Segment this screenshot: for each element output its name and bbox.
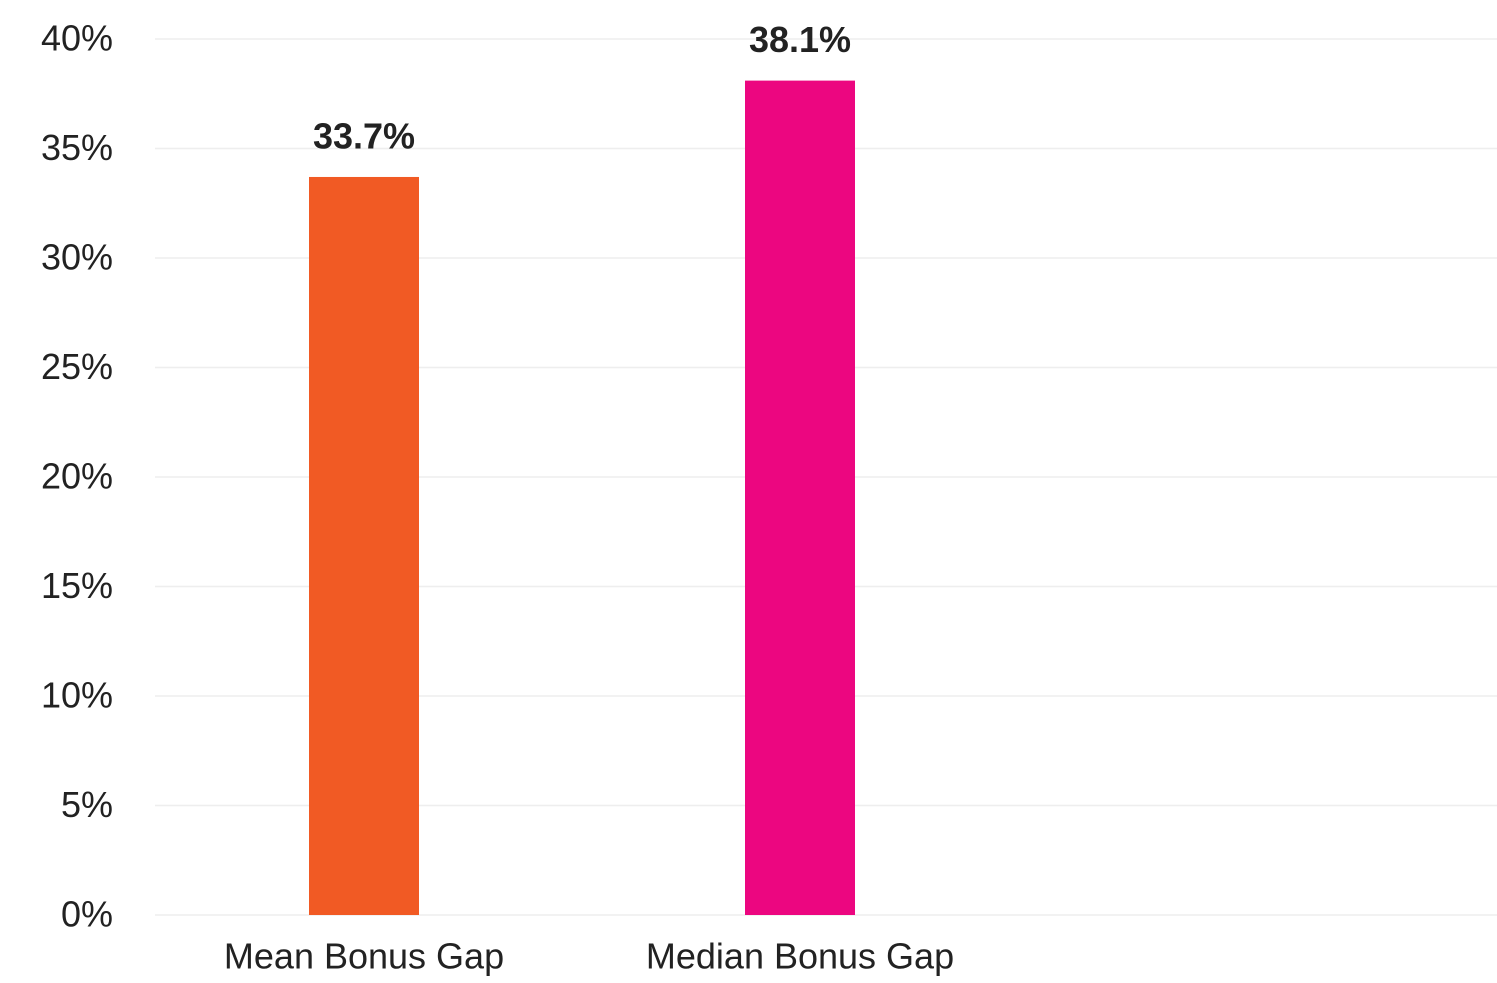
bar bbox=[309, 176, 419, 916]
value-label: 33.7% bbox=[313, 115, 415, 156]
y-tick-label: 25% bbox=[41, 346, 113, 387]
y-tick-label: 30% bbox=[41, 237, 113, 278]
y-tick-label: 40% bbox=[41, 18, 113, 59]
y-tick-label: 0% bbox=[61, 894, 113, 935]
y-tick-label: 35% bbox=[41, 127, 113, 168]
bar bbox=[745, 80, 855, 916]
x-tick-label: Mean Bonus Gap bbox=[224, 936, 504, 977]
y-tick-label: 20% bbox=[41, 456, 113, 497]
x-tick-label: Median Bonus Gap bbox=[646, 936, 954, 977]
value-label: 38.1% bbox=[749, 19, 851, 60]
y-tick-label: 5% bbox=[61, 784, 113, 825]
y-tick-label: 15% bbox=[41, 565, 113, 606]
y-tick-label: 10% bbox=[41, 675, 113, 716]
